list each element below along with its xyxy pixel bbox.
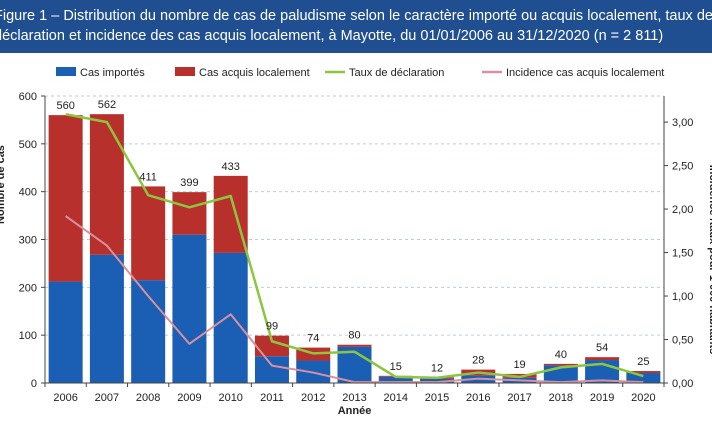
- bar-imported: [172, 234, 207, 383]
- figure-title-line-2: déclaration et incidence des cas acquis …: [0, 28, 664, 44]
- bar-total-label: 99: [266, 321, 278, 333]
- figure-title-line-1: Figure 1 – Distribution du nombre de cas…: [0, 8, 712, 24]
- x-tick-label: 2019: [590, 392, 614, 404]
- x-tick-label: 2007: [95, 392, 119, 404]
- line-declaration-rate: [65, 113, 644, 380]
- bar-total-label: 40: [555, 349, 567, 361]
- bar-local: [626, 371, 661, 373]
- legend-swatch-2: [175, 67, 195, 76]
- y-tick-label: 100: [19, 330, 37, 342]
- legend-label-3: Taux de déclaration: [349, 67, 444, 79]
- x-tick-label: 2018: [549, 392, 573, 404]
- line-incidence: [65, 215, 644, 384]
- y2-tick-label: 1,50: [672, 248, 693, 260]
- bar-imported: [254, 356, 289, 383]
- bar-local: [337, 344, 372, 347]
- x-tick-label: 2012: [301, 392, 325, 404]
- x-tick-label: 2010: [218, 392, 242, 404]
- bar-total-label: 562: [98, 99, 116, 111]
- y2-tick-label: 2,50: [672, 161, 693, 173]
- x-tick-label: 2020: [631, 392, 655, 404]
- y2-tick-label: 0,00: [672, 378, 693, 390]
- series-lines: [65, 113, 644, 384]
- bar-imported: [626, 372, 661, 383]
- y-tick-label: 500: [19, 139, 37, 151]
- bar-total-label: 560: [56, 100, 74, 112]
- bar-imported: [89, 254, 124, 383]
- x-tick-label: 2014: [384, 392, 408, 404]
- y-tick-label: 200: [19, 282, 37, 294]
- y-tick-label: 300: [19, 235, 37, 247]
- bar-total-label: 19: [513, 359, 525, 371]
- bar-local: [89, 114, 124, 255]
- bar-imported: [48, 281, 83, 383]
- bar-local: [585, 357, 620, 361]
- bar-imported: [213, 252, 248, 383]
- x-tick-label: 2013: [342, 392, 366, 404]
- y-tick-label: 400: [19, 187, 37, 199]
- legend-label-2: Cas acquis localement: [199, 67, 310, 79]
- y2-tick-label: 0,50: [672, 335, 693, 347]
- y2-tick-label: 1,00: [672, 291, 693, 303]
- x-tick-label: 2016: [466, 392, 490, 404]
- x-tick-label: 2006: [53, 392, 77, 404]
- bar-stacks: [48, 114, 661, 383]
- bar-local: [172, 192, 207, 235]
- bar-total-label: 28: [472, 355, 484, 367]
- legend-label-4: Incidence cas acquis localement: [506, 67, 664, 79]
- bar-local: [543, 363, 578, 366]
- legend-swatch-1: [56, 67, 76, 76]
- malaria-chart: 560 562 411 399 433 99 74 80 15 12 28 19 40 54 25 0 100…: [0, 67, 712, 417]
- axes: 0 100 200 300 400 500 600 0,00 0,50 1,00 1,50 2,00 2…: [0, 91, 712, 417]
- x-tick-label: 2015: [425, 392, 449, 404]
- bar-total-label: 12: [431, 362, 443, 374]
- bar-imported: [378, 376, 413, 383]
- y2-tick-label: 3,00: [672, 117, 693, 129]
- y2-tick-label: 2,00: [672, 204, 693, 216]
- y-tick-label: 600: [19, 91, 37, 103]
- bar-local: [48, 115, 83, 282]
- x-tick-label: 2009: [177, 392, 201, 404]
- bar-imported: [420, 378, 455, 383]
- bar-total-label: 433: [222, 161, 240, 173]
- legend: Cas importés Cas acquis localement Taux de…: [56, 67, 664, 79]
- y-tick-label: 0: [31, 378, 37, 390]
- x-axis-title: Année: [338, 405, 372, 417]
- figure-header: Figure 1 – Distribution du nombre de cas…: [0, 0, 712, 53]
- data-labels: 560 562 411 399 433 99 74 80 15 12 28 19 40 54 25: [56, 99, 649, 374]
- x-tick-label: 2017: [507, 392, 531, 404]
- bar-total-label: 25: [637, 356, 649, 368]
- y-axis-title: Nombre de cas: [0, 145, 7, 224]
- x-tick-label: 2008: [136, 392, 160, 404]
- bar-total-label: 411: [139, 171, 157, 183]
- bar-total-label: 399: [180, 177, 198, 189]
- bar-local: [131, 186, 166, 281]
- bar-total-label: 54: [596, 342, 608, 354]
- bar-total-label: 15: [390, 361, 402, 373]
- bar-local: [254, 335, 289, 357]
- x-tick-label: 2011: [260, 392, 284, 404]
- legend-label-1: Cas importés: [80, 67, 145, 79]
- bar-total-label: 74: [307, 333, 319, 345]
- bar-total-label: 80: [348, 330, 360, 342]
- y2-axis-title: Incidence /taux pour 1 000 habitants: [707, 165, 712, 355]
